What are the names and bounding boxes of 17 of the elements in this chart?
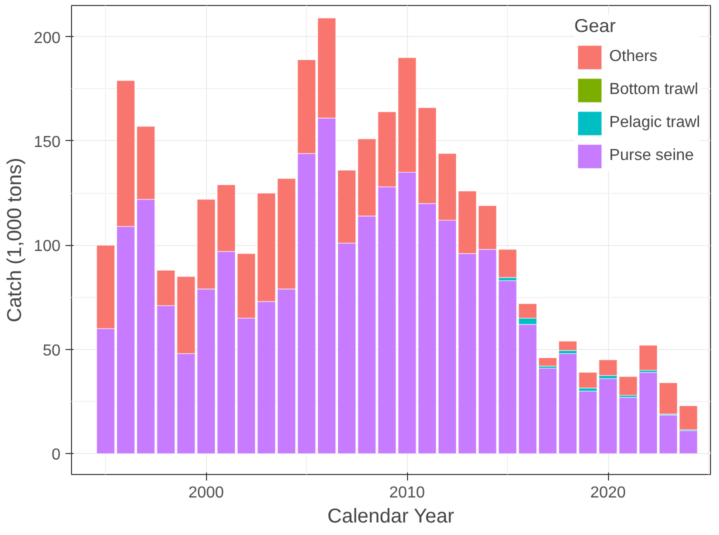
bar bbox=[638, 345, 658, 371]
legend-label: Pelagic trawl bbox=[609, 114, 700, 132]
legend-label: Others bbox=[609, 48, 658, 66]
y-tick-label: 150 bbox=[34, 134, 61, 151]
x-tick-label: 2000 bbox=[188, 484, 224, 502]
bar bbox=[558, 340, 578, 351]
y-tick-label: 0 bbox=[52, 446, 61, 464]
y-axis-title: Catch (1,000 tons) bbox=[4, 158, 26, 322]
y-tick-label: 200 bbox=[34, 30, 61, 47]
y-tick-label: 100 bbox=[34, 238, 61, 256]
legend-label: Bottom trawl bbox=[609, 81, 698, 99]
legend-label: Purse seine bbox=[609, 147, 694, 165]
y-tick-label: 50 bbox=[42, 342, 61, 360]
legend-title: Gear bbox=[574, 15, 617, 37]
x-tick-label: 2020 bbox=[590, 484, 626, 502]
x-axis-title: Calendar Year bbox=[327, 506, 455, 528]
x-tick-label: 2010 bbox=[389, 484, 425, 502]
